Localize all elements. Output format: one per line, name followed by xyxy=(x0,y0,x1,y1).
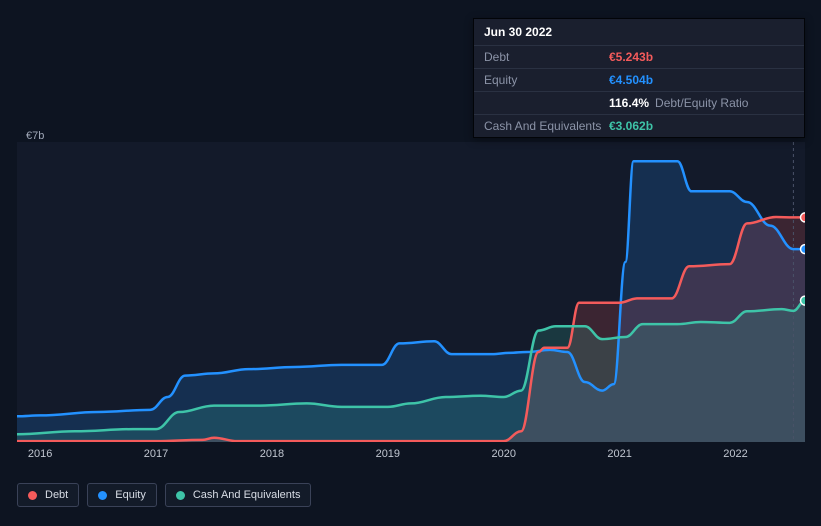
tooltip-row: Debt€5.243b xyxy=(474,45,804,68)
tooltip-row-value: 116.4%Debt/Equity Ratio xyxy=(609,96,748,110)
tooltip-row: Equity€4.504b xyxy=(474,68,804,91)
tooltip-row: 116.4%Debt/Equity Ratio xyxy=(474,91,804,114)
x-axis-label: 2016 xyxy=(28,448,52,460)
legend-label: Cash And Equivalents xyxy=(193,489,301,501)
x-axis-label: 2018 xyxy=(260,448,284,460)
legend-label: Equity xyxy=(115,489,146,501)
tooltip-row-label: Cash And Equivalents xyxy=(484,119,609,133)
legend-swatch xyxy=(28,491,37,500)
tooltip-row-value: €4.504b xyxy=(609,73,653,87)
tooltip-row-label: Debt xyxy=(484,50,609,64)
tooltip-row-value: €5.243b xyxy=(609,50,653,64)
legend-item-equity[interactable]: Equity xyxy=(87,483,157,507)
series-end-marker-equity xyxy=(801,245,806,254)
x-axis-label: 2021 xyxy=(607,448,631,460)
chart-tooltip: Jun 30 2022 Debt€5.243bEquity€4.504b116.… xyxy=(473,18,805,138)
tooltip-row-extra: Debt/Equity Ratio xyxy=(655,96,748,110)
tooltip-row-label: Equity xyxy=(484,73,609,87)
x-axis-label: 2017 xyxy=(144,448,168,460)
x-axis-label: 2020 xyxy=(491,448,515,460)
tooltip-row-value: €3.062b xyxy=(609,119,653,133)
y-axis-label: €7b xyxy=(26,130,44,142)
x-axis-label: 2019 xyxy=(376,448,400,460)
series-end-marker-cash-and-equivalents xyxy=(801,296,806,305)
legend-item-debt[interactable]: Debt xyxy=(17,483,79,507)
legend-label: Debt xyxy=(45,489,68,501)
legend-item-cash-and-equivalents[interactable]: Cash And Equivalents xyxy=(165,483,312,507)
legend-swatch xyxy=(176,491,185,500)
tooltip-row-label xyxy=(484,96,609,110)
tooltip-date: Jun 30 2022 xyxy=(474,19,804,45)
chart-panel: Jun 30 2022 Debt€5.243bEquity€4.504b116.… xyxy=(0,0,821,526)
tooltip-row: Cash And Equivalents€3.062b xyxy=(474,114,804,137)
x-axis-label: 2022 xyxy=(723,448,747,460)
debt-equity-area-chart[interactable] xyxy=(17,142,805,442)
chart-legend: Debt Equity Cash And Equivalents xyxy=(17,483,311,507)
series-end-marker-debt xyxy=(801,213,806,222)
legend-swatch xyxy=(98,491,107,500)
